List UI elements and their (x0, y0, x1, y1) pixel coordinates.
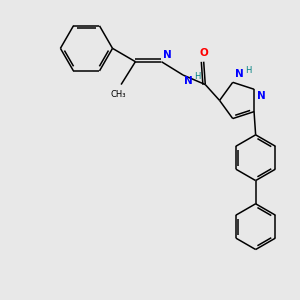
Text: H: H (245, 66, 252, 75)
Text: CH₃: CH₃ (111, 90, 126, 99)
Text: O: O (199, 48, 208, 58)
Text: N: N (163, 50, 172, 60)
Text: H: H (194, 72, 200, 81)
Text: N: N (184, 76, 193, 86)
Text: N: N (256, 91, 265, 101)
Text: N: N (235, 69, 244, 79)
